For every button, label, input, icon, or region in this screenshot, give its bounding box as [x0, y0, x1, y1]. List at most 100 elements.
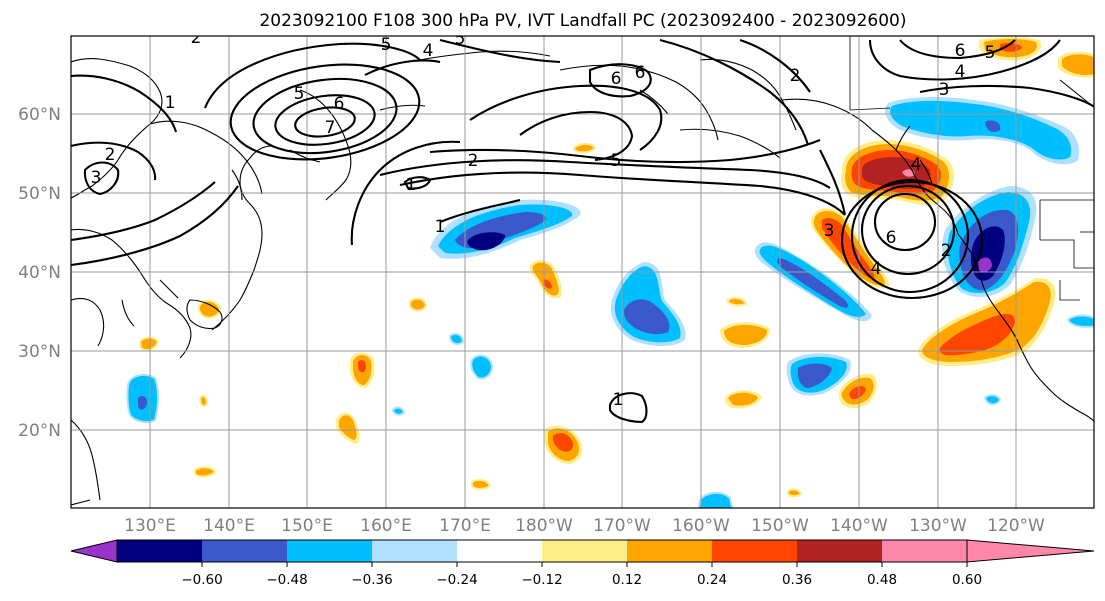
colorbar-segment: [117, 540, 202, 562]
contour-label: 3: [91, 168, 102, 188]
ivt-blob-negative: [610, 262, 686, 346]
ivt-blob-positive: [471, 478, 492, 490]
ivt-blob-negative: [470, 354, 494, 380]
contour-label: 6: [955, 41, 966, 61]
colorbar-segment: [287, 540, 372, 562]
contour-label: 5: [611, 151, 622, 171]
colorbar-extend-high: [966, 539, 1095, 563]
ivt-positive-shading: [138, 37, 1094, 498]
lon-label: 160°E: [360, 516, 412, 536]
contour-label: 4: [955, 62, 966, 82]
map-title: 2023092100 F108 300 hPa PV, IVT Landfall…: [259, 11, 906, 31]
colorbar-extend-low: [70, 539, 118, 563]
contour-label: 3: [939, 80, 950, 100]
contour-label: 2: [105, 145, 116, 165]
lon-label: 170°E: [439, 516, 491, 536]
contour-label: 1: [406, 175, 417, 195]
lon-label: 160°W: [672, 516, 730, 536]
lon-label: 130°E: [124, 516, 176, 536]
ivt-blob-negative: [1066, 314, 1094, 328]
ivt-blob-positive: [1058, 51, 1094, 78]
colorbar: −0.60 −0.48 −0.36 −0.24 −0.12 0.12 0.24 …: [70, 539, 1095, 588]
colorbar-tick-label: −0.48: [266, 572, 307, 588]
ivt-blob-negative: [942, 186, 1037, 297]
ivt-blob-positive: [409, 297, 428, 312]
contour-label: 2: [790, 66, 801, 86]
pv-contours: [71, 38, 1094, 424]
contour-label: 2: [468, 151, 479, 171]
ivt-blob-positive: [810, 208, 890, 289]
political-borders: [849, 36, 1094, 301]
contour-label: 5: [985, 43, 996, 63]
ivt-blob-negative: [754, 242, 872, 322]
colorbar-segment: [627, 540, 712, 562]
colorbar-tick-label: −0.12: [521, 572, 562, 588]
ivt-blob-negative: [391, 406, 406, 416]
contour-label: 2: [191, 28, 202, 48]
ivt-blob-positive: [787, 488, 803, 498]
lon-label: 130°W: [909, 516, 967, 536]
ivt-blob-positive: [978, 37, 1042, 61]
lat-label-60n: 60°N: [18, 105, 61, 125]
lat-label-50n: 50°N: [18, 184, 61, 204]
colorbar-tick-label: −0.24: [436, 572, 477, 588]
contour-label: 3: [824, 221, 835, 241]
ivt-blob-negative: [448, 333, 465, 345]
ivt-blob-positive: [194, 466, 217, 478]
lat-label-40n: 40°N: [18, 263, 61, 283]
colorbar-tick-label: 0.24: [697, 572, 727, 588]
lat-label-20n: 20°N: [18, 421, 61, 441]
colorbar-tick-label: 0.60: [952, 572, 982, 588]
contour-label: 5: [455, 29, 466, 49]
colorbar-segment: [457, 540, 542, 562]
contour-label: 7: [325, 118, 336, 138]
ivt-blob-positive: [138, 336, 160, 351]
contour-label: 4: [423, 41, 434, 61]
ivt-blob-positive: [529, 260, 563, 299]
ivt-blob-negative: [138, 396, 148, 410]
contour-label: 6: [611, 69, 622, 89]
ivt-blob-negative: [983, 394, 1002, 406]
ivt-blob-positive: [720, 322, 771, 348]
colorbar-tick-label: −0.60: [181, 572, 222, 588]
colorbar-segment: [712, 540, 797, 562]
ivt-blob-positive: [336, 412, 360, 444]
contour-label: 5: [294, 84, 305, 104]
colorbar-ticks: [201, 562, 968, 567]
ivt-blob-positive: [918, 277, 1056, 366]
contour-label: 5: [381, 35, 392, 55]
colorbar-segment: [372, 540, 457, 562]
lon-label: 180°W: [515, 516, 573, 536]
ivt-blob-positive: [198, 299, 222, 319]
ivt-blob-positive: [198, 395, 209, 407]
contour-label: 2: [941, 241, 952, 261]
ivt-blob-positive: [350, 352, 375, 388]
latitude-labels: 60°N 50°N 40°N 30°N 20°N: [18, 105, 61, 441]
ivt-blob-positive: [543, 425, 583, 464]
gridlines: [71, 36, 1094, 508]
colorbar-tick-label: 0.36: [782, 572, 812, 588]
ivt-blob-positive: [838, 373, 878, 409]
colorbar-segment: [882, 540, 967, 562]
longitude-labels: 130°E 140°E 150°E 160°E 170°E 180°W 170°…: [124, 516, 1045, 536]
colorbar-segment: [202, 540, 287, 562]
lon-label: 120°W: [987, 516, 1045, 536]
ivt-blob-negative: [430, 199, 581, 259]
lon-label: 140°W: [830, 516, 888, 536]
ivt-blob-negative: [786, 353, 851, 396]
contour-label: 6: [886, 228, 897, 248]
ivt-blob-positive: [727, 296, 748, 307]
colorbar-segment: [542, 540, 627, 562]
contour-label: 1: [613, 390, 624, 410]
lat-label-30n: 30°N: [18, 342, 61, 362]
ivt-blob-positive: [573, 142, 597, 154]
ivt-blob-positive: [724, 390, 762, 409]
contour-label: 1: [165, 93, 176, 113]
colorbar-tick-label: 0.12: [612, 572, 642, 588]
ivt-blob-negative: [697, 492, 734, 508]
contour-label: 4: [911, 155, 922, 175]
contour-label: 6: [635, 63, 646, 83]
colorbar-tick-label: 0.48: [867, 572, 897, 588]
colorbar-tick-label: −0.36: [351, 572, 392, 588]
